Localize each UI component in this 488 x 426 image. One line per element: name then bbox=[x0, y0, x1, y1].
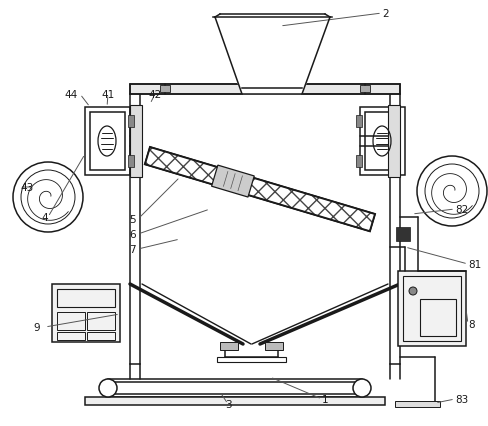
Text: 1: 1 bbox=[322, 394, 328, 404]
Bar bbox=[57, 289, 115, 307]
Text: 8: 8 bbox=[468, 319, 475, 329]
Text: 44: 44 bbox=[65, 90, 78, 100]
Bar bbox=[365, 113, 400, 170]
Bar bbox=[128, 116, 134, 128]
Polygon shape bbox=[212, 166, 254, 198]
Bar bbox=[360, 86, 370, 93]
Circle shape bbox=[13, 163, 83, 233]
Bar bbox=[128, 155, 134, 167]
Bar bbox=[85, 397, 385, 405]
Bar bbox=[52, 284, 120, 342]
Text: 5: 5 bbox=[129, 215, 136, 225]
Bar bbox=[398, 271, 466, 346]
Text: 6: 6 bbox=[129, 230, 136, 239]
Bar bbox=[403, 276, 461, 341]
Bar bbox=[388, 106, 400, 178]
Text: 81: 81 bbox=[468, 259, 481, 269]
Text: 83: 83 bbox=[455, 394, 468, 404]
Bar bbox=[130, 85, 400, 95]
Bar bbox=[356, 155, 362, 167]
Bar bbox=[396, 227, 410, 242]
Bar bbox=[90, 113, 125, 170]
Circle shape bbox=[409, 287, 417, 295]
Text: 7: 7 bbox=[129, 245, 136, 254]
Circle shape bbox=[353, 379, 371, 397]
Bar bbox=[220, 342, 238, 350]
Circle shape bbox=[417, 157, 487, 227]
Bar bbox=[395, 401, 440, 407]
Text: 43: 43 bbox=[20, 183, 33, 193]
Text: 82: 82 bbox=[455, 204, 468, 215]
Bar bbox=[87, 312, 115, 330]
Bar bbox=[265, 342, 283, 350]
Bar bbox=[57, 332, 85, 340]
Text: 41: 41 bbox=[102, 90, 115, 100]
Text: 3: 3 bbox=[224, 399, 231, 409]
Bar bbox=[217, 357, 286, 362]
Bar bbox=[160, 86, 170, 93]
Text: 9: 9 bbox=[33, 322, 40, 332]
Bar bbox=[108, 379, 362, 397]
Polygon shape bbox=[145, 148, 375, 232]
Bar bbox=[420, 299, 456, 336]
Bar bbox=[87, 332, 115, 340]
Bar bbox=[57, 312, 85, 330]
Bar bbox=[85, 108, 130, 176]
Text: 42: 42 bbox=[148, 90, 162, 100]
Polygon shape bbox=[215, 18, 330, 95]
Text: 4: 4 bbox=[41, 213, 48, 222]
Bar bbox=[360, 108, 405, 176]
Bar bbox=[356, 116, 362, 128]
Circle shape bbox=[99, 379, 117, 397]
Polygon shape bbox=[145, 148, 375, 232]
Text: 2: 2 bbox=[382, 9, 388, 19]
Bar bbox=[130, 106, 142, 178]
